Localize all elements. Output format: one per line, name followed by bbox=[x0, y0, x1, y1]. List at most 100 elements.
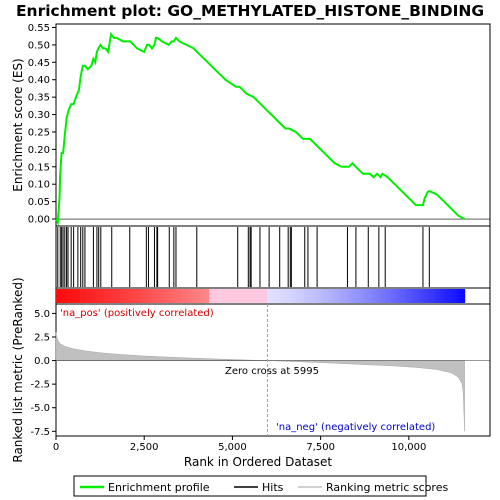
rank-bar-segment bbox=[454, 289, 459, 303]
rank-bar-segment bbox=[144, 289, 149, 303]
rank-bar-segment bbox=[120, 289, 125, 303]
rank-bar-segment bbox=[113, 289, 118, 303]
rank-bar-segment bbox=[338, 289, 343, 303]
rank-bar-segment bbox=[205, 289, 210, 303]
rank-bar-segment bbox=[209, 289, 214, 303]
rank-bar-segment bbox=[410, 289, 415, 303]
metric-y-tick-label: -5.0 bbox=[30, 403, 50, 414]
rank-bar-segment bbox=[430, 289, 435, 303]
rank-bar-segment bbox=[96, 289, 101, 303]
rank-bar-segment bbox=[164, 289, 169, 303]
rank-bar-segment bbox=[212, 289, 217, 303]
rank-bar-segment bbox=[171, 289, 176, 303]
rank-bar-segment bbox=[440, 289, 445, 303]
negatively-correlated-label: 'na_neg' (negatively correlated) bbox=[276, 422, 435, 433]
rank-bar-segment bbox=[297, 289, 302, 303]
rank-bar-segment bbox=[185, 289, 190, 303]
legend-frame bbox=[73, 475, 427, 497]
rank-bar-segment bbox=[158, 289, 163, 303]
enrichment-score-panel: 0.00 0.05 0.10 0.15 0.20 0.25 0.30 0.35 0.40 0.45… bbox=[11, 23, 491, 227]
rank-bar-segment bbox=[141, 289, 146, 303]
x-tick-label: 7,500 bbox=[306, 442, 335, 453]
rank-bar-segment bbox=[127, 289, 132, 303]
rank-bar-segment bbox=[304, 289, 309, 303]
rank-bar-segment bbox=[263, 289, 268, 303]
rank-bar-segment bbox=[372, 289, 377, 303]
rank-bar-segment bbox=[188, 289, 193, 303]
rank-bar-segment bbox=[393, 289, 398, 303]
rank-bar-segment bbox=[270, 289, 275, 303]
rank-bar-segment bbox=[199, 289, 204, 303]
es-y-tick-label: 0.20 bbox=[28, 145, 50, 156]
rank-bar-segment bbox=[457, 289, 462, 303]
es-y-tick-label: 0.00 bbox=[28, 215, 50, 226]
rank-bar-segment bbox=[284, 289, 289, 303]
positively-correlated-label: 'na_pos' (positively correlated) bbox=[60, 308, 214, 319]
es-y-tick-label: 0.10 bbox=[28, 180, 50, 191]
rank-bar-segment bbox=[321, 289, 326, 303]
rank-bar-segment bbox=[130, 289, 135, 303]
metric-y-tick-label: -2.5 bbox=[30, 380, 50, 391]
rank-bar-segment bbox=[79, 289, 84, 303]
metric-y-tick-label: 5.0 bbox=[34, 309, 50, 320]
rank-bar-segment bbox=[147, 289, 152, 303]
rank-bar-segment bbox=[433, 289, 438, 303]
rank-bar-segment bbox=[137, 289, 142, 303]
rank-bar-segment bbox=[379, 289, 384, 303]
rank-bar-segment bbox=[386, 289, 391, 303]
rank-bar-segment bbox=[396, 289, 401, 303]
rank-bar-segment bbox=[331, 289, 336, 303]
rank-bar-segment bbox=[260, 289, 265, 303]
rank-bar-segment bbox=[59, 289, 64, 303]
rank-bar-segment bbox=[134, 289, 139, 303]
rank-bar-segment bbox=[342, 289, 347, 303]
rank-bar-segment bbox=[161, 289, 166, 303]
zero-cross-label: Zero cross at 5995 bbox=[225, 366, 319, 377]
rank-bar-segment bbox=[450, 289, 455, 303]
rank-bar-segment bbox=[216, 289, 221, 303]
rank-bar-segment bbox=[324, 289, 329, 303]
es-y-tick-label: 0.15 bbox=[28, 162, 50, 173]
rank-bar-segment bbox=[267, 289, 272, 303]
es-y-tick-label: 0.35 bbox=[28, 93, 50, 104]
rank-bar-segment bbox=[117, 289, 122, 303]
rank-bar-segment bbox=[93, 289, 98, 303]
rank-bar-segment bbox=[202, 289, 207, 303]
rank-bar-segment bbox=[369, 289, 374, 303]
es-y-axis-label: Enrichment score (ES) bbox=[11, 58, 25, 191]
rank-bar-segment bbox=[444, 289, 449, 303]
rank-bar-segment bbox=[195, 289, 200, 303]
legend-hits-label: Hits bbox=[262, 481, 284, 494]
rank-bar-segment bbox=[389, 289, 394, 303]
es-y-tick-label: 0.25 bbox=[28, 127, 50, 138]
metric-y-tick-label: 0.0 bbox=[34, 356, 50, 367]
rank-bar-segment bbox=[273, 289, 278, 303]
rank-bar-segment bbox=[328, 289, 333, 303]
enrichment-profile-line bbox=[55, 32, 466, 227]
rank-bar-segment bbox=[181, 289, 186, 303]
rank-bar-segment bbox=[226, 289, 231, 303]
metric-plot-frame bbox=[55, 303, 491, 437]
rank-bar-segment bbox=[243, 289, 248, 303]
rank-bar-segment bbox=[233, 289, 238, 303]
rank-bar-segment bbox=[151, 289, 156, 303]
chart-title: Enrichment plot: GO_METHYLATED_HISTONE_B… bbox=[16, 2, 484, 20]
legend-enrichment-label: Enrichment profile bbox=[108, 481, 210, 494]
x-axis-ticks: 0 2,500 5,000 7,500 10,000 bbox=[53, 436, 426, 453]
ranked-metric-panel: 5.0 2.5 0.0 -2.5 -5.0 -7.5 Zero cross at 5995… bbox=[11, 277, 491, 463]
rank-bar-segment bbox=[352, 289, 357, 303]
rank-bar-segment bbox=[239, 289, 244, 303]
metric-y-tick-label: -7.5 bbox=[30, 427, 50, 438]
rank-bar-segment bbox=[256, 289, 261, 303]
rank-bar-segment bbox=[103, 289, 108, 303]
rank-bar-segment bbox=[107, 289, 112, 303]
rank-bar-segment bbox=[307, 289, 312, 303]
es-y-tick-label: 0.55 bbox=[28, 23, 50, 34]
es-y-axis-ticks: 0.00 0.05 0.10 0.15 0.20 0.25 0.30 0.35 0.40 0.45… bbox=[28, 23, 56, 226]
rank-bar-segment bbox=[447, 289, 452, 303]
rank-bar-segment bbox=[175, 289, 180, 303]
metric-y-axis-ticks: 5.0 2.5 0.0 -2.5 -5.0 -7.5 bbox=[30, 309, 56, 438]
rank-bar-segment bbox=[73, 289, 78, 303]
rank-bar-segment bbox=[62, 289, 67, 303]
